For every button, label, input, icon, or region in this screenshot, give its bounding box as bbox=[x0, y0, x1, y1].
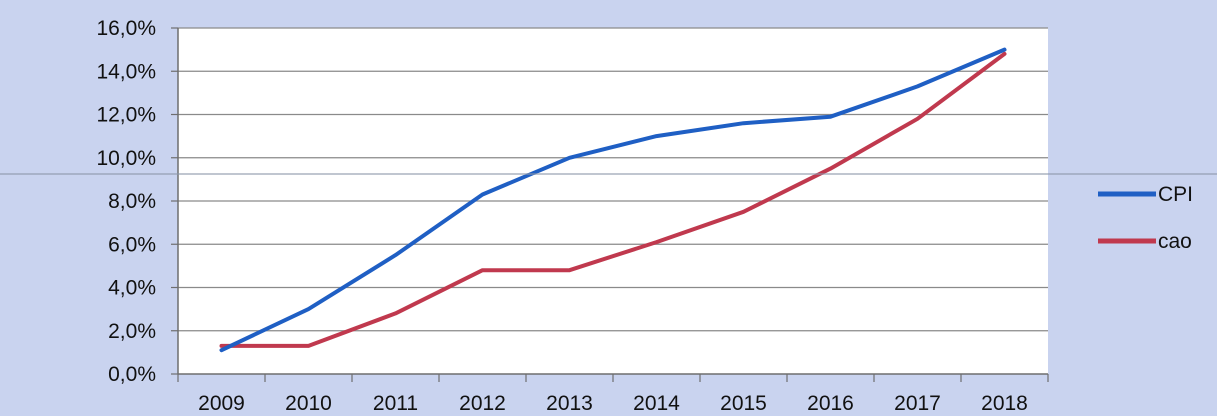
x-tick-label: 2009 bbox=[198, 392, 245, 415]
x-tick-label: 2017 bbox=[894, 392, 941, 415]
y-tick-label: 4,0% bbox=[108, 277, 156, 300]
scan-artifact-line bbox=[0, 173, 1217, 175]
x-axis-ticks: 2009 2010 2011 2012 2013 2014 2015 2016 2017 2018 bbox=[177, 374, 1049, 415]
x-tick-label: 2016 bbox=[807, 392, 854, 415]
x-tick-label: 2013 bbox=[546, 392, 593, 415]
data-series bbox=[219, 47, 1007, 353]
legend-label-cpi: CPI bbox=[1158, 183, 1193, 206]
legend: CPI cao bbox=[1098, 183, 1193, 253]
y-tick-label: 6,0% bbox=[108, 233, 156, 256]
y-axis-ticks: 0,0% 2,0% 4,0% 6,0% 8,0% 10,0% 12,0% 14,0% 16,0% bbox=[96, 17, 178, 386]
grid-lines bbox=[178, 27, 1048, 332]
series-line-cao bbox=[219, 51, 1007, 348]
y-tick-label: 8,0% bbox=[108, 190, 156, 213]
y-tick-label: 2,0% bbox=[108, 320, 156, 343]
y-tick-label: 16,0% bbox=[96, 17, 156, 40]
x-tick-label: 2010 bbox=[285, 392, 332, 415]
y-tick-label: 0,0% bbox=[108, 363, 156, 386]
x-tick-label: 2012 bbox=[459, 392, 506, 415]
x-tick-label: 2015 bbox=[720, 392, 767, 415]
x-tick-label: 2018 bbox=[981, 392, 1028, 415]
x-tick-label: 2014 bbox=[633, 392, 680, 415]
x-tick-label: 2011 bbox=[373, 392, 418, 415]
series-line-cpi bbox=[219, 47, 1007, 353]
y-tick-label: 14,0% bbox=[96, 60, 156, 83]
y-tick-label: 10,0% bbox=[96, 147, 156, 170]
y-tick-label: 12,0% bbox=[96, 104, 156, 127]
legend-label-cao: cao bbox=[1158, 230, 1192, 253]
